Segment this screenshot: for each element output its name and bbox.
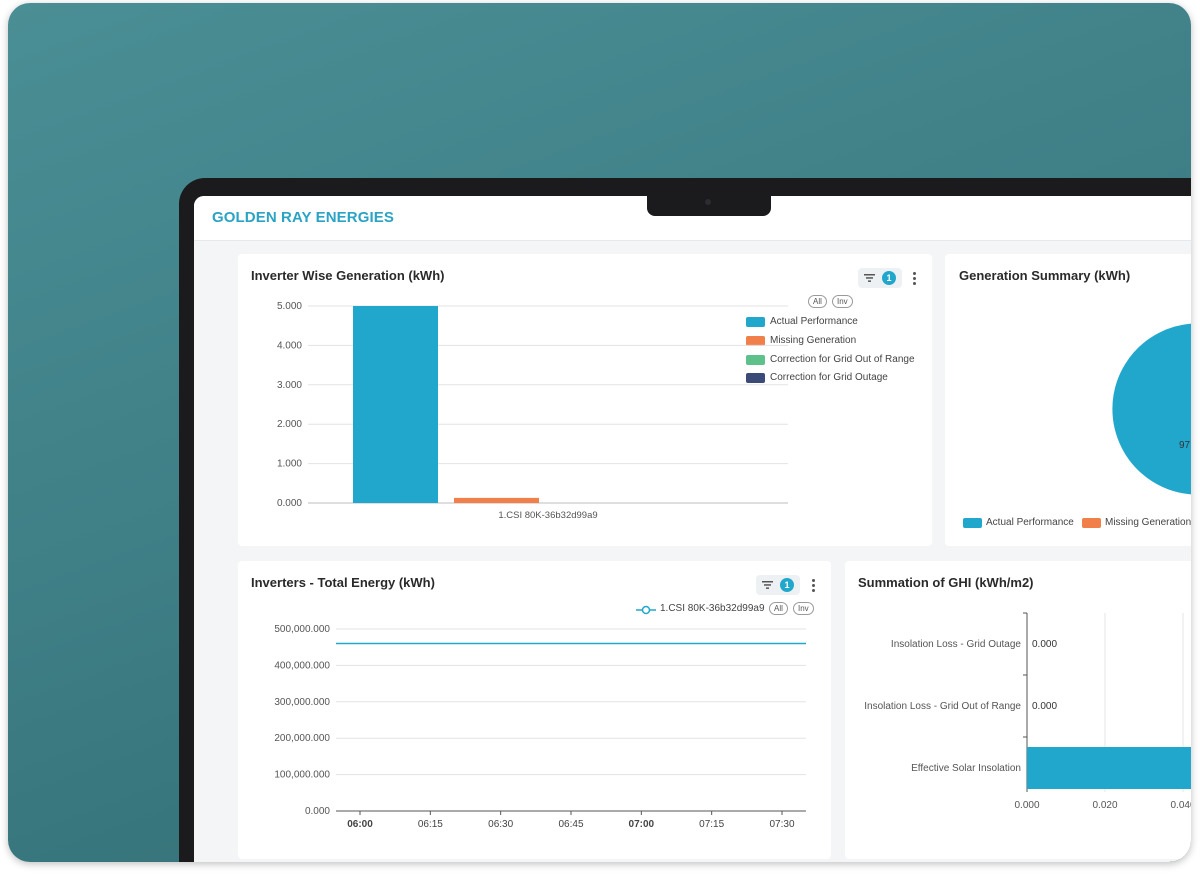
legend-swatch-grid-range (746, 355, 765, 365)
generation-summary-card: Generation Summary (kWh) 97.4 Actual Per… (945, 254, 1191, 546)
y-tick-label: 400,000.000 (274, 660, 330, 671)
inverter-generation-card: Inverter Wise Generation (kWh) 1 All Inv… (238, 254, 932, 546)
bar-missing-generation (454, 497, 539, 503)
x-tick-label: 06:15 (418, 819, 443, 830)
x-tick-label: 07:00 (629, 819, 655, 830)
more-options-icon[interactable] (810, 578, 816, 594)
x-tick-label: 06:00 (347, 819, 373, 830)
y-tick-label: Insolation Loss - Grid Outage (891, 639, 1022, 650)
series-line-icon (636, 605, 656, 615)
pie-slice-actual-performance (1111, 322, 1191, 496)
x-tick-label: 0.000 (1014, 800, 1039, 811)
legend-swatch-actual (963, 518, 982, 528)
y-tick-label: Insolation Loss - Grid Out of Range (864, 701, 1021, 712)
y-tick-label: 1.000 (277, 459, 302, 470)
legend-swatch-missing (746, 336, 765, 346)
filter-button[interactable]: 1 (756, 575, 800, 595)
toggle-all-button[interactable]: All (769, 602, 788, 615)
y-tick-label: 500,000.000 (274, 624, 330, 635)
y-tick-label: 4.000 (277, 340, 302, 351)
background-frame: GOLDEN RAY ENERGIES Inverter Wise Genera… (8, 3, 1191, 862)
legend-missing-generation[interactable]: Missing Generation (1105, 517, 1191, 528)
generation-summary-title: Generation Summary (kWh) (959, 268, 1131, 283)
total-energy-card: Inverters - Total Energy (kWh) 1 1.CSI 8… (238, 561, 831, 859)
filter-count-badge: 1 (780, 578, 794, 592)
total-energy-chart: 0.000 100,000.000 200,000.000 300,000.000 40… (274, 624, 806, 830)
dashboard-screen: GOLDEN RAY ENERGIES Inverter Wise Genera… (194, 196, 1191, 862)
legend-actual-performance[interactable]: Actual Performance (986, 517, 1074, 528)
camera-icon (705, 199, 711, 205)
brand-title: GOLDEN RAY ENERGIES (212, 209, 394, 226)
ghi-chart: 0.000 0.020 0.040 Insolation Loss - Grid Ou… (864, 612, 1191, 811)
y-tick-label: 200,000.000 (274, 733, 330, 744)
x-tick-label: 07:30 (769, 819, 794, 830)
y-tick-label: 0.000 (277, 498, 302, 509)
laptop-bezel: GOLDEN RAY ENERGIES Inverter Wise Genera… (179, 178, 1191, 862)
x-tick-label: 0.020 (1092, 800, 1117, 811)
inverter-generation-title: Inverter Wise Generation (kWh) (251, 268, 445, 283)
bar-effective-solar-insolation (1027, 747, 1191, 789)
y-tick-label: 2.000 (277, 419, 302, 430)
legend-grid-outage[interactable]: Correction for Grid Outage (770, 372, 888, 383)
bar-data-label: 0.000 (1032, 701, 1057, 712)
more-options-icon[interactable] (911, 271, 917, 287)
generation-summary-chart: 97.4 (1111, 322, 1191, 496)
toggle-inv-button[interactable]: Inv (793, 602, 814, 615)
inverter-generation-chart: 0.000 1.000 2.000 3.000 4.000 5.000 1.CSI 80K-… (277, 301, 788, 521)
toggle-inv-button[interactable]: Inv (832, 295, 853, 308)
legend-swatch-missing (1082, 518, 1101, 528)
legend-actual-performance[interactable]: Actual Performance (770, 316, 858, 327)
y-tick-label: 3.000 (277, 380, 302, 391)
filter-count-badge: 1 (882, 271, 896, 285)
legend-grid-out-of-range[interactable]: Correction for Grid Out of Range (770, 354, 915, 365)
legend-missing-generation[interactable]: Missing Generation (770, 335, 857, 346)
series-legend-label[interactable]: 1.CSI 80K-36b32d99a9 (660, 603, 765, 614)
y-tick-label: 5.000 (277, 301, 302, 312)
filter-icon (762, 581, 773, 589)
x-tick-label: 06:45 (558, 819, 583, 830)
pie-data-label: 97.4 (1179, 440, 1191, 451)
y-tick-label: 100,000.000 (274, 770, 330, 781)
x-tick-label: 07:15 (699, 819, 724, 830)
y-tick-label: 300,000.000 (274, 697, 330, 708)
total-energy-title: Inverters - Total Energy (kWh) (251, 575, 435, 590)
x-tick-label: 06:30 (488, 819, 513, 830)
x-tick-label: 1.CSI 80K-36b32d99a9 (498, 510, 597, 521)
x-tick-label: 0.040 (1170, 800, 1191, 811)
bar-data-label: 0.000 (1032, 639, 1057, 650)
filter-icon (864, 274, 875, 282)
ghi-title: Summation of GHI (kWh/m2) (858, 575, 1034, 590)
y-tick-label: 0.000 (305, 806, 330, 817)
legend-swatch-grid-outage (746, 373, 765, 383)
filter-button[interactable]: 1 (858, 268, 902, 288)
bar-actual-performance (353, 306, 438, 503)
legend-swatch-actual (746, 317, 765, 327)
camera-notch (647, 196, 771, 216)
toggle-all-button[interactable]: All (808, 295, 827, 308)
ghi-card: Summation of GHI (kWh/m2) 0.000 0.020 0.04… (845, 561, 1191, 859)
y-tick-label: Effective Solar Insolation (911, 763, 1021, 774)
